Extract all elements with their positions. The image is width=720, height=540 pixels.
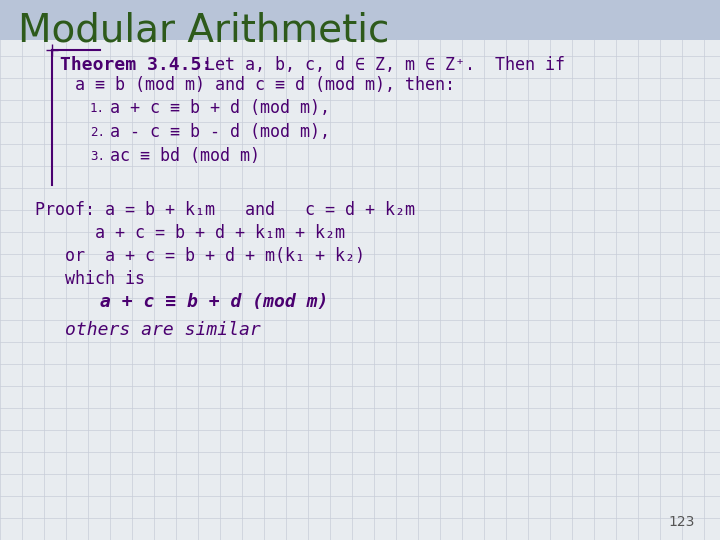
Text: a - c ≡ b - d (mod m),: a - c ≡ b - d (mod m), [110,123,330,141]
Text: Modular Arithmetic: Modular Arithmetic [18,11,390,49]
Text: 123: 123 [669,515,695,529]
Text: which is: which is [65,270,145,288]
Text: a + c ≡ b + d (mod m),: a + c ≡ b + d (mod m), [110,99,330,117]
Bar [0,0,720,40]
Text: ac ≡ bd (mod m): ac ≡ bd (mod m) [110,147,260,165]
Text: others are similar: others are similar [65,321,261,339]
Text: a + c = b + d + k₁m + k₂m: a + c = b + d + k₁m + k₂m [95,224,345,242]
Text: Proof: a = b + k₁m   and   c = d + k₂m: Proof: a = b + k₁m and c = d + k₂m [35,201,415,219]
Text: Let a, b, c, d ∈ Z, m ∈ Z⁺.  Then if: Let a, b, c, d ∈ Z, m ∈ Z⁺. Then if [185,56,565,74]
Text: or  a + c = b + d + m(k₁ + k₂): or a + c = b + d + m(k₁ + k₂) [65,247,365,265]
Text: 3.: 3. [90,150,105,163]
Text: 2.: 2. [90,125,105,138]
Text: a + c ≡ b + d (mod m): a + c ≡ b + d (mod m) [100,293,328,311]
Text: 1.: 1. [90,102,105,114]
Text: Theorem 3.4.5:: Theorem 3.4.5: [60,56,212,74]
Text: a ≡ b (mod m) and c ≡ d (mod m), then:: a ≡ b (mod m) and c ≡ d (mod m), then: [75,76,455,94]
